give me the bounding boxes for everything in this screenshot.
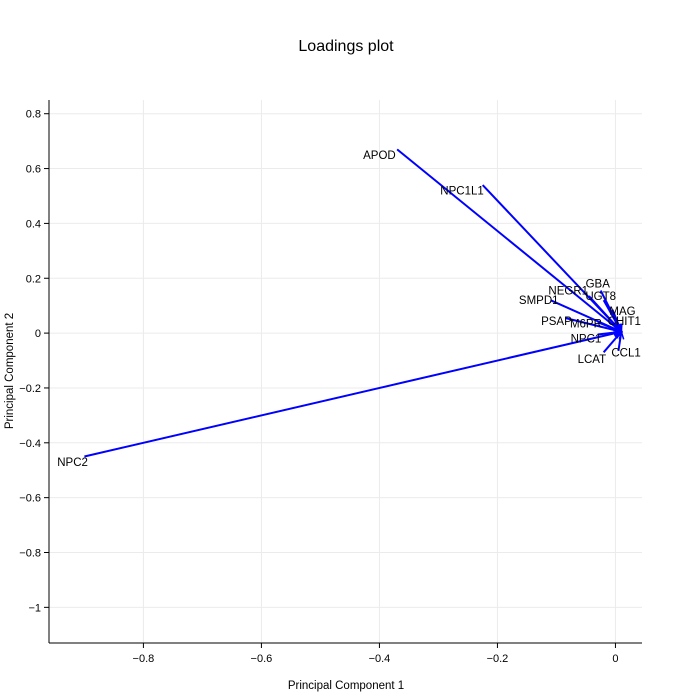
arrowhead-npc2 (613, 329, 624, 338)
loading-label-negr1: NEGR1 (548, 286, 588, 298)
loading-arrows (84, 148, 625, 458)
loading-arrow-psap (565, 317, 622, 333)
loading-arrow-negr1 (588, 295, 623, 333)
loading-label-gba: GBA (586, 279, 611, 291)
y-axis-ticks: 0.8 0.6 0.4 0.2 0 −0.2 −0.4 −0.6 −0.8 −1 (19, 109, 49, 614)
x-tick-label: −0.6 (251, 653, 273, 665)
y-tick-label: 0.8 (26, 109, 41, 121)
x-tick-label: −0.2 (487, 653, 509, 665)
y-tick-label: −0.2 (19, 383, 41, 395)
loading-label-psap: PSAP (541, 316, 572, 328)
y-tick-label: 0.2 (26, 273, 41, 285)
loading-label-smpd1: SMPD1 (519, 295, 559, 307)
x-tick-label: 0 (612, 653, 618, 665)
x-axis-ticks: −0.8 −0.6 −0.4 −0.2 0 (133, 643, 619, 665)
loading-label-mag: MAG (609, 306, 635, 318)
loading-label-m6pr: M6PR (570, 319, 602, 331)
loading-label-chit1: CHIT1 (608, 316, 641, 328)
x-axis-title: Principal Component 1 (288, 680, 404, 692)
y-axis-title: Principal Component 2 (4, 313, 16, 429)
x-tick-label: −0.8 (133, 653, 155, 665)
y-tick-label: −0.8 (19, 548, 41, 560)
chart-title: Loadings plot (298, 38, 394, 55)
y-tick-label: 0.4 (26, 218, 41, 230)
loading-label-npc2: NPC2 (57, 457, 88, 469)
y-tick-label: −0.6 (19, 493, 41, 505)
y-tick-label: −0.4 (19, 438, 41, 450)
y-tick-label: 0.6 (26, 164, 41, 176)
loading-label-ugt8: UGT8 (585, 291, 616, 303)
y-tick-label: 0 (35, 328, 41, 340)
y-tick-label: −1 (28, 602, 41, 614)
loading-arrow-apod (396, 148, 622, 333)
loading-label-ccl1: CCL1 (611, 347, 640, 359)
loading-label-apod: APOD (363, 150, 396, 162)
loading-label-npc1l1: NPC1L1 (440, 186, 483, 198)
horizontal-gridlines (49, 113, 642, 608)
loading-label-npc1: NPC1 (571, 334, 602, 346)
loading-arrow-npc2 (84, 330, 622, 458)
loading-arrow-ccl1 (617, 331, 623, 352)
x-tick-label: −0.4 (369, 653, 391, 665)
loading-label-lcat: LCAT (578, 354, 607, 366)
